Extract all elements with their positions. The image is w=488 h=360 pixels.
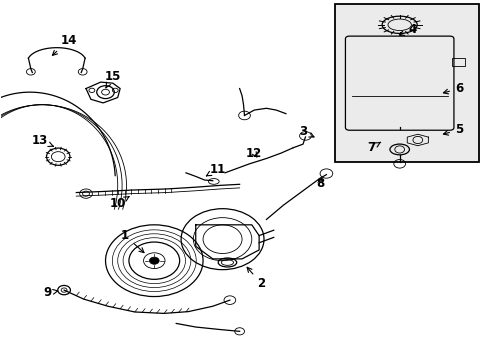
Bar: [451, 58, 464, 66]
Text: 1: 1: [121, 229, 143, 253]
Text: 2: 2: [246, 267, 265, 291]
Text: 12: 12: [245, 147, 262, 159]
Text: 13: 13: [32, 134, 53, 147]
Text: 7: 7: [366, 141, 380, 154]
Text: 14: 14: [52, 33, 77, 55]
Text: 5: 5: [443, 123, 462, 136]
Text: 15: 15: [104, 69, 121, 88]
Circle shape: [149, 257, 159, 264]
Text: 10: 10: [109, 197, 129, 210]
Text: 9: 9: [43, 287, 58, 300]
Text: 11: 11: [206, 163, 225, 176]
Bar: [334, 4, 478, 162]
Text: 8: 8: [315, 177, 324, 190]
Text: 4: 4: [399, 23, 416, 36]
Text: 6: 6: [443, 82, 462, 95]
Text: 3: 3: [298, 125, 313, 138]
